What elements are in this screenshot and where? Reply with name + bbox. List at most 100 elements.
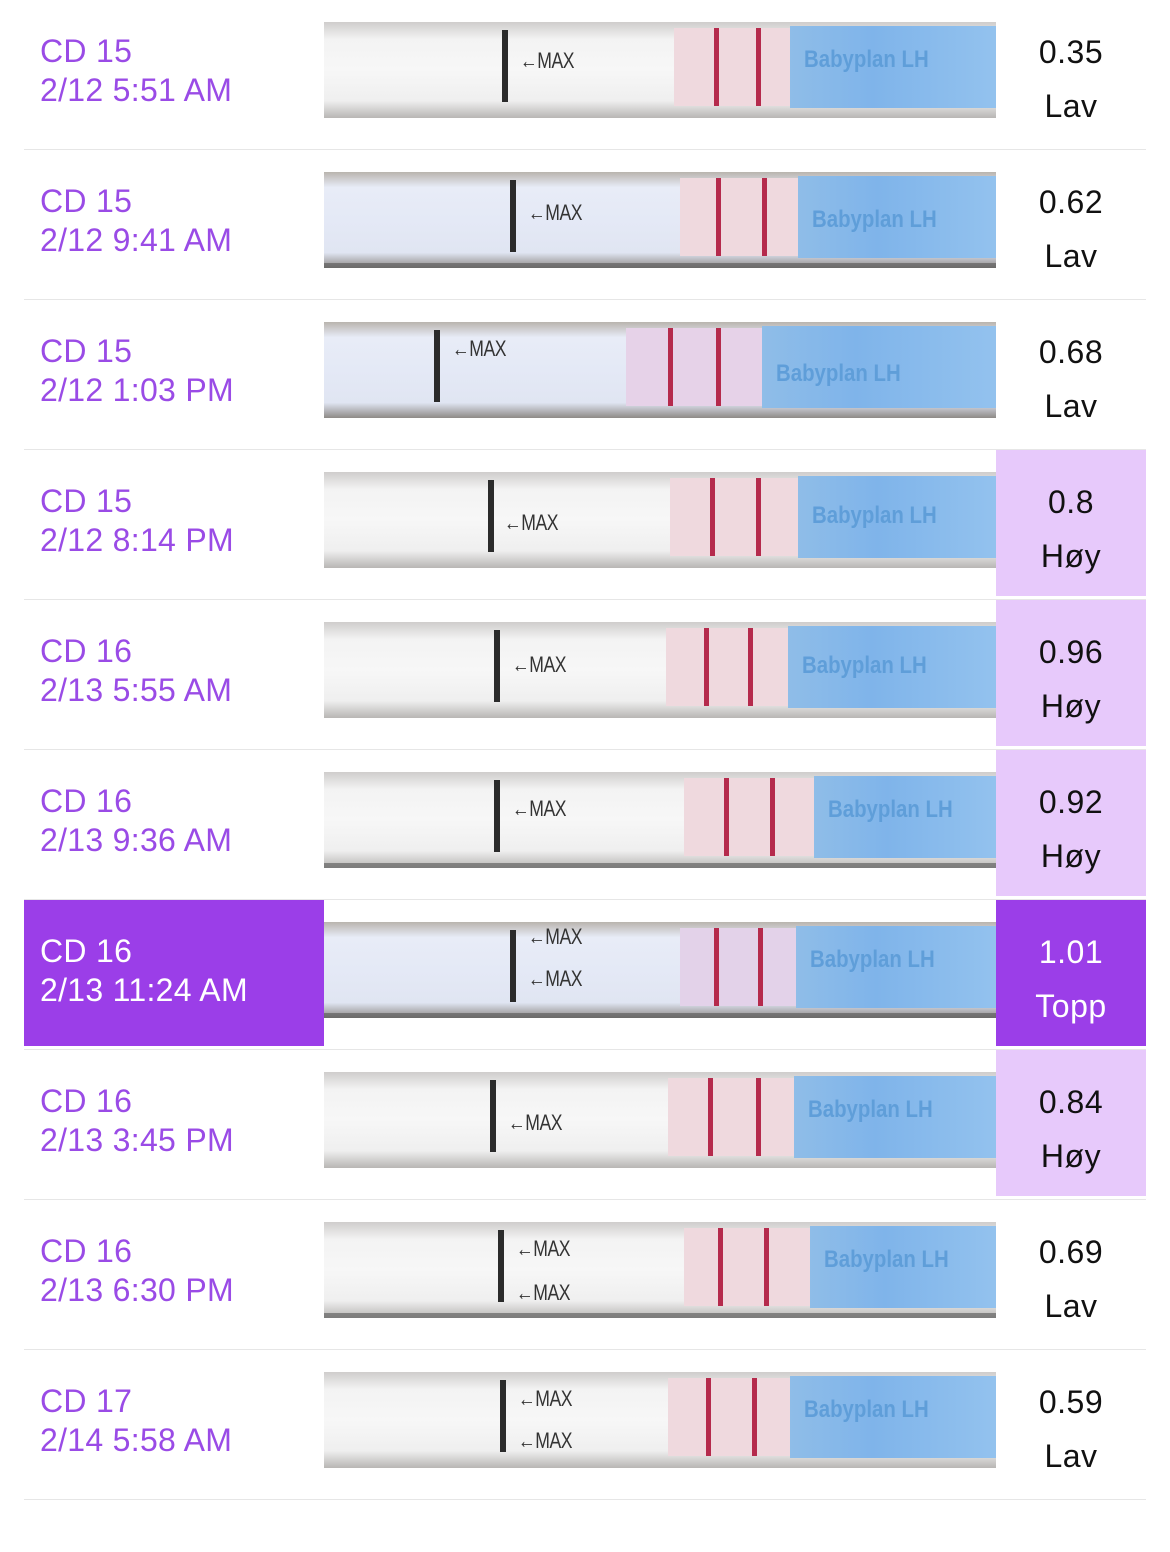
strip-result-window (684, 778, 814, 856)
strip-wick: Babyplan LH (788, 626, 996, 708)
strip-handle-mark (498, 1230, 504, 1302)
test-label: CD 16 2/13 5:55 AM (24, 600, 324, 746)
test-strip-photo[interactable]: ←MAX Babyplan LH (324, 772, 996, 868)
test-result-row-selected[interactable]: CD 16 2/13 11:24 AM ←MAX ←MAX Babyplan L… (0, 900, 1170, 1050)
test-level: Lav (1044, 88, 1098, 124)
cycle-day: CD 15 (40, 333, 133, 369)
test-result-row[interactable]: CD 15 2/12 9:41 AM ←MAX Babyplan LH 0.62… (0, 150, 1170, 300)
strip-control-line (708, 1078, 713, 1156)
strip-brand-text: Babyplan LH (804, 1396, 929, 1423)
strip-edge-shadow (324, 1313, 996, 1318)
strip-wick: Babyplan LH (798, 476, 996, 558)
strip-brand-text: Babyplan LH (812, 502, 937, 529)
row-divider (24, 1049, 1146, 1050)
test-strip-photo[interactable]: ←MAX ←MAX Babyplan LH (324, 922, 996, 1018)
test-result-row[interactable]: CD 15 2/12 1:03 PM ←MAX Babyplan LH 0.68… (0, 300, 1170, 450)
strip-result-window (674, 28, 796, 106)
test-datetime: 2/13 5:55 AM (40, 672, 233, 708)
strip-handle-mark (434, 330, 440, 402)
strip-max-marker: ←MAX (518, 1386, 573, 1411)
row-divider (24, 899, 1146, 900)
test-strip-photo[interactable]: ←MAX Babyplan LH (324, 172, 996, 268)
test-datetime: 2/13 11:24 AM (40, 972, 248, 1008)
strip-max-marker: ←MAX (508, 1110, 563, 1135)
test-strip-photo[interactable]: ←MAX Babyplan LH (324, 622, 996, 718)
test-level: Lav (1044, 1288, 1098, 1324)
strip-handle-mark (494, 630, 500, 702)
strip-wick: Babyplan LH (762, 326, 996, 408)
test-strip-photo[interactable]: ←MAX ←MAX Babyplan LH (324, 1372, 996, 1468)
row-divider (24, 1199, 1146, 1200)
test-value-cell: 0.62 Lav (996, 150, 1146, 296)
cycle-day: CD 16 (40, 1233, 133, 1269)
strip-edge-shadow (324, 263, 996, 268)
test-datetime: 2/12 5:51 AM (40, 72, 233, 108)
strip-wick: Babyplan LH (794, 1076, 996, 1158)
strip-brand-text: Babyplan LH (810, 946, 935, 973)
test-strip-photo[interactable]: ←MAX Babyplan LH (324, 322, 996, 418)
strip-max-marker: ←MAX (504, 510, 559, 535)
row-divider (24, 1499, 1146, 1500)
strip-test-line (756, 478, 761, 556)
test-value: 0.59 (1038, 1384, 1104, 1420)
test-result-row[interactable]: CD 16 2/13 9:36 AM ←MAX Babyplan LH 0.92… (0, 750, 1170, 900)
strip-result-window (668, 1078, 794, 1156)
test-label: CD 15 2/12 5:51 AM (24, 0, 324, 146)
row-divider (24, 299, 1146, 300)
cycle-day: CD 16 (40, 633, 133, 669)
strip-control-line (724, 778, 729, 856)
strip-result-window (626, 328, 762, 406)
strip-test-line (764, 1228, 769, 1306)
strip-wick: Babyplan LH (814, 776, 996, 858)
cycle-day: CD 16 (40, 933, 133, 969)
test-value: 0.96 (1038, 634, 1104, 670)
strip-test-line (716, 328, 721, 406)
strip-edge-shadow (324, 863, 996, 868)
strip-brand-text: Babyplan LH (802, 652, 927, 679)
strip-brand-text: Babyplan LH (824, 1246, 949, 1273)
strip-handle-mark (510, 180, 516, 252)
test-label: CD 16 2/13 3:45 PM (24, 1050, 324, 1196)
test-value: 0.35 (1038, 34, 1104, 70)
strip-max-marker-secondary: ←MAX (528, 966, 583, 991)
cycle-day: CD 15 (40, 183, 133, 219)
cycle-day: CD 16 (40, 783, 133, 819)
strip-result-window (670, 478, 798, 556)
cycle-day: CD 15 (40, 33, 133, 69)
strip-max-marker: ←MAX (452, 336, 507, 361)
test-strip-photo[interactable]: ←MAX Babyplan LH (324, 1072, 996, 1168)
test-value-cell: 0.96 Høy (996, 600, 1146, 746)
test-strip-photo[interactable]: ←MAX Babyplan LH (324, 472, 996, 568)
test-result-row[interactable]: CD 16 2/13 5:55 AM ←MAX Babyplan LH 0.96… (0, 600, 1170, 750)
strip-max-marker: ←MAX (516, 1236, 571, 1261)
strip-max-marker: ←MAX (512, 796, 567, 821)
strip-test-line (770, 778, 775, 856)
strip-wick: Babyplan LH (790, 26, 996, 108)
test-level: Høy (1040, 1138, 1102, 1174)
cycle-day: CD 15 (40, 483, 133, 519)
strip-control-line (714, 928, 719, 1006)
test-strip-photo[interactable]: ←MAX Babyplan LH (324, 22, 996, 118)
strip-control-line (716, 178, 721, 256)
test-result-row[interactable]: CD 15 2/12 8:14 PM ←MAX Babyplan LH 0.8 … (0, 450, 1170, 600)
test-value: 0.62 (1038, 184, 1104, 220)
test-value: 0.69 (1038, 1234, 1104, 1270)
strip-max-marker: ←MAX (520, 48, 575, 73)
test-result-row[interactable]: CD 16 2/13 6:30 PM ←MAX ←MAX Babyplan LH… (0, 1200, 1170, 1350)
strip-test-line (756, 28, 761, 106)
test-label: CD 16 2/13 11:24 AM (24, 900, 324, 1046)
test-result-row[interactable]: CD 16 2/13 3:45 PM ←MAX Babyplan LH 0.84… (0, 1050, 1170, 1200)
row-divider (24, 149, 1146, 150)
test-label: CD 17 2/14 5:58 AM (24, 1350, 324, 1496)
test-level: Lav (1044, 1438, 1098, 1474)
test-strip-photo[interactable]: ←MAX ←MAX Babyplan LH (324, 1222, 996, 1318)
test-result-row[interactable]: CD 15 2/12 5:51 AM ←MAX Babyplan LH 0.35… (0, 0, 1170, 150)
strip-control-line (704, 628, 709, 706)
test-datetime: 2/13 6:30 PM (40, 1272, 234, 1308)
strip-brand-text: Babyplan LH (804, 46, 929, 73)
test-result-row[interactable]: CD 17 2/14 5:58 AM ←MAX ←MAX Babyplan LH… (0, 1350, 1170, 1500)
strip-test-line (748, 628, 753, 706)
test-results-list: CD 15 2/12 5:51 AM ←MAX Babyplan LH 0.35… (0, 0, 1170, 1500)
test-value: 0.84 (1038, 1084, 1104, 1120)
strip-edge-shadow (324, 1013, 996, 1018)
